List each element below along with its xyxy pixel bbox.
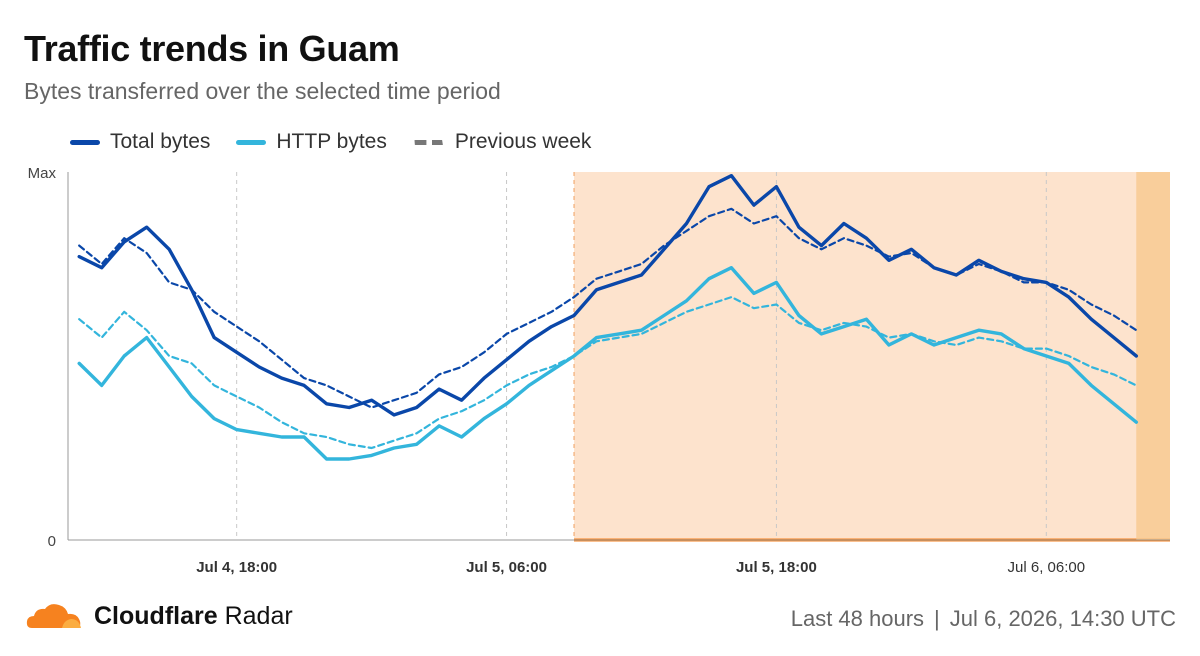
legend-label-total-bytes: Total bytes	[110, 130, 211, 153]
page-title: Traffic trends in Guam	[24, 28, 400, 69]
y-tick-label-zero: 0	[48, 533, 56, 550]
footer-meta: Last 48 hours | Jul 6, 2026, 14:30 UTC	[791, 606, 1176, 632]
legend-swatch-previous-week	[412, 139, 445, 145]
cloudflare-radar-brand[interactable]: Cloudflare Radar	[24, 600, 293, 632]
x-tick-label: Jul 5, 06:00	[466, 559, 547, 576]
cloudflare-cloud-icon	[26, 604, 81, 628]
legend-label-http-bytes: HTTP bytes	[276, 130, 387, 153]
legend-item-previous-week[interactable]: Previous week	[412, 130, 592, 154]
timestamp: Jul 6, 2026, 14:30 UTC	[949, 606, 1176, 631]
brand-product: Radar	[224, 601, 293, 630]
brand-name: Cloudflare	[94, 601, 218, 630]
chart-legend: Total bytes HTTP bytes Previous week	[70, 130, 591, 154]
legend-item-http-bytes[interactable]: HTTP bytes	[236, 130, 387, 154]
series-line-http-bytes	[77, 266, 1138, 461]
x-tick-label: Jul 6, 06:00	[1008, 559, 1086, 576]
traffic-line-chart: Max 0 Jul 4, 18:00 Jul 5, 06:00 Jul 5, 18:00…	[28, 165, 1170, 576]
time-period: Last 48 hours	[790, 606, 925, 631]
legend-swatch-http-bytes	[236, 139, 267, 145]
x-tick-label: Jul 4, 18:00	[196, 559, 277, 576]
footer-separator: |	[934, 606, 940, 631]
page-subtitle: Bytes transferred over the selected time…	[24, 78, 501, 104]
legend-label-previous-week: Previous week	[454, 130, 592, 153]
legend-item-total-bytes[interactable]: Total bytes	[70, 130, 210, 154]
series-line-previous-week-http	[78, 296, 1138, 450]
y-tick-label-max: Max	[28, 165, 57, 182]
incomplete-data-region	[1136, 172, 1170, 540]
highlight-region	[574, 172, 1170, 540]
series-line-total-bytes	[77, 174, 1138, 417]
legend-swatch-total-bytes	[70, 139, 100, 145]
x-tick-label: Jul 5, 18:00	[736, 559, 817, 576]
